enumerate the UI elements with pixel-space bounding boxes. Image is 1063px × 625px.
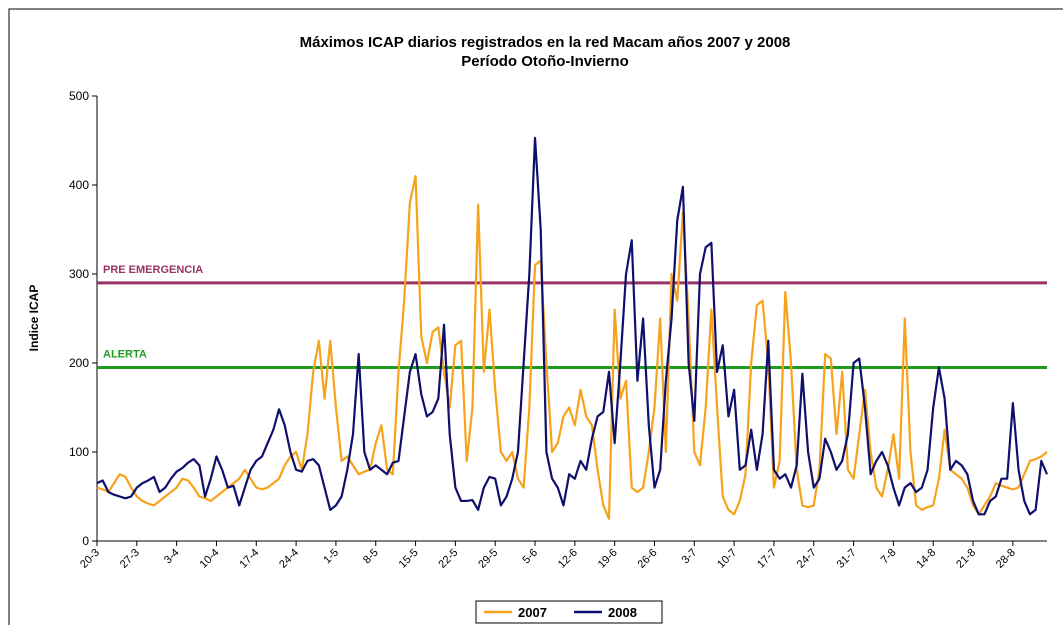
y-tick-label: 200 (69, 356, 89, 370)
y-axis-label: Indice ICAP (27, 285, 41, 352)
y-tick-label: 0 (82, 534, 89, 548)
legend-label: 2007 (518, 605, 547, 620)
series-line (96, 136, 1049, 516)
chart-subtitle: Período Otoño-Invierno (461, 53, 629, 70)
series-line (96, 175, 1048, 520)
y-tick-label: 300 (69, 267, 89, 281)
y-tick-label: 500 (69, 89, 89, 103)
legend-label: 2008 (608, 605, 637, 620)
reference-label: ALERTA (103, 348, 147, 360)
reference-label: PRE EMERGENCIA (103, 264, 203, 276)
y-tick-label: 100 (69, 445, 89, 459)
legend (475, 600, 663, 624)
chart-title: Máximos ICAP diarios registrados en la r… (300, 34, 791, 51)
y-tick-label: 400 (69, 178, 89, 192)
chart-frame (8, 8, 1063, 625)
